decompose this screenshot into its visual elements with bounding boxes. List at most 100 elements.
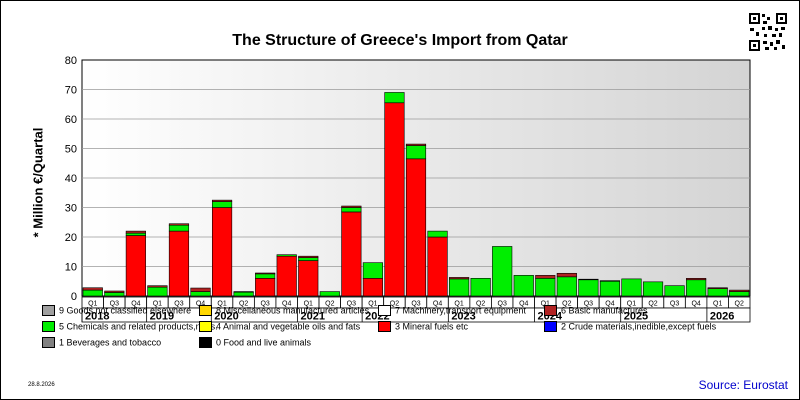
legend-item: 7 Machinery,transport equipment	[378, 305, 526, 317]
y-tick-label: 0	[71, 291, 77, 303]
bar-segment	[513, 275, 534, 297]
bar-segment	[686, 279, 707, 297]
bar-segment	[578, 278, 599, 281]
legend-label: 2 Crude materials,inedible,except fuels	[561, 321, 717, 332]
y-tick-label: 50	[65, 144, 77, 156]
legend-item: 4 Animal and vegetable oils and fats	[199, 321, 360, 333]
x-tick-label: Q1	[368, 301, 377, 308]
legend-swatch	[199, 321, 212, 333]
x-tick-label: Q4	[605, 301, 614, 308]
bar-segment	[104, 292, 125, 297]
x-tick-label: Q2	[476, 301, 485, 308]
bar-segment	[255, 273, 276, 279]
bar-segment	[211, 199, 233, 202]
bar-segment	[535, 275, 556, 279]
x-tick-label: Q4	[196, 301, 205, 308]
legend-label: 5 Chemicals and related products,n.e.s.	[59, 321, 218, 332]
bar-segment	[341, 205, 362, 208]
legend-label: 3 Mineral fuels etc	[395, 321, 469, 332]
bar-segment	[535, 277, 556, 297]
legend-item: 1 Beverages and tobacco	[42, 337, 161, 349]
x-tick-label: Q2	[390, 301, 399, 308]
legend-swatch	[42, 321, 55, 333]
bar-segment	[341, 207, 362, 213]
x-tick-label: Q1	[454, 301, 463, 308]
x-tick-label: Q3	[498, 301, 507, 308]
x-tick-label: Q1	[304, 301, 313, 308]
legend-label: 7 Machinery,transport equipment	[395, 305, 526, 316]
bar-segment	[599, 280, 621, 297]
legend-swatch	[199, 337, 212, 349]
x-tick-label: Q4	[131, 301, 140, 308]
x-tick-label: Q3	[260, 301, 269, 308]
x-tick-label: Q1	[217, 301, 226, 308]
y-tick-label: 40	[65, 173, 77, 185]
bar-segment	[168, 223, 190, 226]
bar-segment	[147, 285, 168, 288]
bar-segment	[168, 230, 190, 297]
legend-swatch	[544, 305, 557, 317]
bar-segment	[556, 272, 577, 278]
chart-title: The Structure of Greece's Import from Qa…	[232, 32, 568, 49]
bar-segment	[449, 278, 470, 297]
bar-segment	[556, 276, 577, 297]
year-label: 2021	[300, 311, 324, 323]
x-tick-label: Q3	[110, 301, 119, 308]
legend-swatch	[378, 321, 391, 333]
legend-swatch	[42, 337, 55, 349]
y-tick-label: 30	[65, 203, 77, 215]
legend-item: 3 Mineral fuels etc	[378, 321, 469, 333]
x-tick-label: Q1	[541, 301, 550, 308]
bar-segment	[470, 277, 491, 297]
x-tick-label: Q4	[433, 301, 442, 308]
y-tick-label: 20	[65, 232, 77, 244]
x-tick-label: Q2	[735, 301, 744, 308]
year-label: 2018	[85, 311, 109, 323]
y-tick-label: 80	[65, 55, 77, 67]
plot-area: 0 10 20 30 40 50 60 70 80 Q1 Q3 Q4 Q1 Q3 Q4 Q1 Q2 Q3 Q4 Q1…	[65, 55, 751, 323]
bar-segment	[729, 289, 750, 292]
bar-segment	[211, 201, 233, 208]
bar-segment	[384, 102, 405, 297]
bar-segment	[147, 286, 168, 297]
bar-segment	[125, 235, 146, 297]
bar-segment	[578, 279, 599, 297]
bar-segment	[405, 145, 427, 160]
legend-label: 0 Food and live animals	[216, 337, 312, 348]
legend-swatch	[544, 321, 557, 333]
x-tick-label: Q1	[627, 301, 636, 308]
bar-segment	[341, 211, 362, 297]
bar-segment	[211, 207, 233, 297]
x-tick-label: Q3	[174, 301, 183, 308]
bar-segment	[492, 246, 513, 297]
bar-segment	[104, 290, 125, 293]
x-tick-label: Q2	[562, 301, 571, 308]
year-label: 2026	[710, 311, 734, 323]
bar-segment	[276, 255, 297, 297]
legend-item: 9 Goods not classified elsewhere	[42, 305, 191, 317]
x-tick-label: Q2	[239, 301, 248, 308]
bar-segment	[449, 277, 470, 280]
x-tick-label: Q1	[153, 301, 162, 308]
x-tick-label: Q4	[282, 301, 291, 308]
x-tick-label: Q2	[648, 301, 657, 308]
bar-segment	[190, 287, 211, 292]
bar-segment	[233, 291, 254, 297]
bar-segment	[125, 232, 146, 236]
x-tick-label: Q1	[88, 301, 97, 308]
source-note: Source: Eurostat	[698, 378, 788, 392]
bar-segment	[427, 230, 448, 238]
x-tick-label: Q1	[713, 301, 722, 308]
legend-swatch	[42, 305, 55, 317]
bar-segment	[405, 143, 427, 146]
legend-swatch	[378, 305, 391, 317]
x-tick-label: Q4	[519, 301, 528, 308]
legend-item: 0 Food and live animals	[199, 337, 312, 349]
year-label: 2023	[451, 311, 475, 323]
bar-segment	[82, 289, 103, 297]
year-label: 2019	[150, 311, 174, 323]
bar-segment	[686, 277, 707, 281]
y-tick-label: 60	[65, 114, 77, 126]
legend-item: 6 Basic manufactures	[544, 305, 648, 317]
bar-segment	[298, 255, 319, 258]
